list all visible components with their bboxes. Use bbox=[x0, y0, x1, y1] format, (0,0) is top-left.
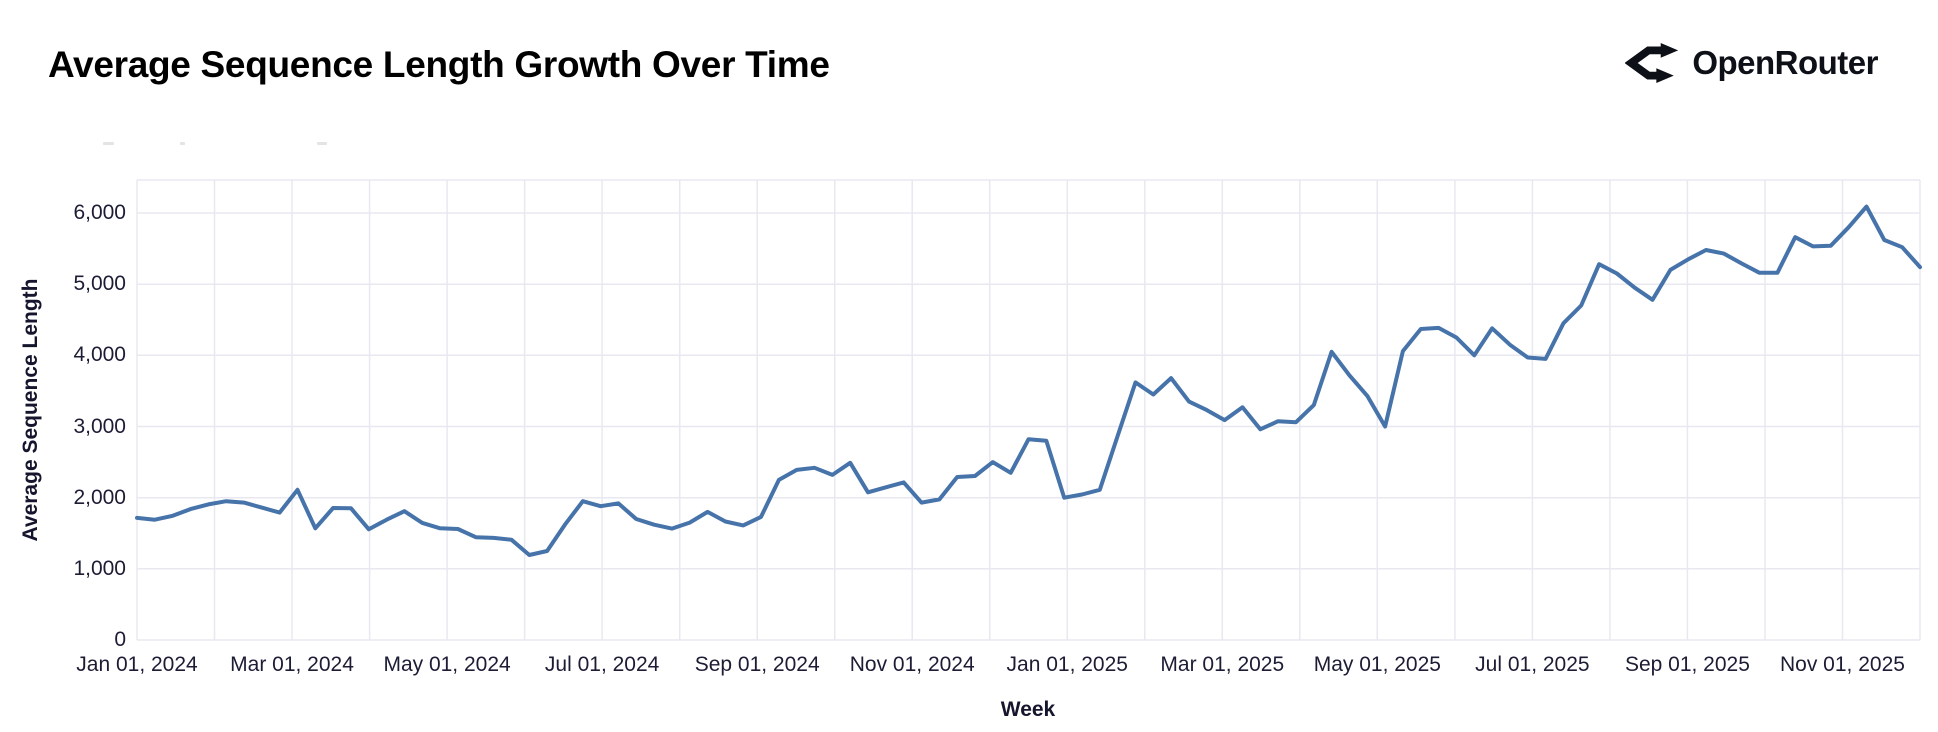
faded-legend-mark bbox=[103, 142, 114, 145]
openrouter-brand: OpenRouter bbox=[1625, 42, 1878, 84]
x-tick-label: Mar 01, 2024 bbox=[230, 653, 354, 676]
y-tick-label: 4,000 bbox=[73, 343, 126, 367]
y-tick-label: 3,000 bbox=[73, 414, 126, 438]
x-tick-label: May 01, 2025 bbox=[1313, 653, 1441, 676]
x-tick-label: Jan 01, 2024 bbox=[76, 653, 198, 676]
y-tick-label: 0 bbox=[114, 628, 126, 651]
x-tick-label: Mar 01, 2025 bbox=[1160, 653, 1285, 676]
chart-title: Average Sequence Length Growth Over Time bbox=[48, 44, 830, 85]
y-tick-label: 1,000 bbox=[73, 556, 126, 580]
x-tick-label: Jan 01, 2025 bbox=[1006, 653, 1128, 676]
x-tick-label: Jul 01, 2025 bbox=[1475, 653, 1590, 676]
faded-legend-mark bbox=[180, 142, 185, 145]
brand-name: OpenRouter bbox=[1692, 44, 1878, 81]
x-axis-title: Week bbox=[1000, 698, 1056, 721]
x-tick-label: Sep 01, 2024 bbox=[694, 653, 820, 676]
y-tick-label: 2,000 bbox=[73, 485, 126, 509]
series-line bbox=[135, 204, 1922, 557]
faded-legend-mark bbox=[317, 142, 327, 145]
y-tick-label: 6,000 bbox=[73, 201, 126, 224]
x-tick-label: Nov 01, 2025 bbox=[1780, 653, 1905, 676]
x-tick-label: May 01, 2024 bbox=[383, 653, 511, 676]
gridlines bbox=[136, 179, 1921, 641]
y-tick-label: 5,000 bbox=[73, 272, 126, 296]
x-tick-label: Sep 01, 2025 bbox=[1624, 653, 1750, 676]
x-tick-label: Nov 01, 2024 bbox=[849, 653, 975, 676]
x-tick-label: Jul 01, 2024 bbox=[544, 653, 660, 676]
openrouter-logo-icon bbox=[1625, 42, 1679, 84]
